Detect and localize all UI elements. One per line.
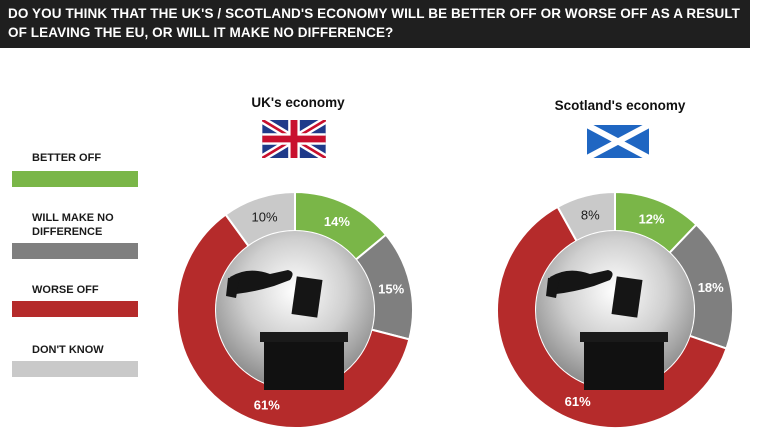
question-text: DO YOU THINK THAT THE UK'S / SCOTLAND'S … <box>8 6 741 40</box>
legend-swatch-better-off <box>12 171 138 187</box>
value-label-worse-off: 61% <box>565 394 591 409</box>
chart-title-uk: UK's economy <box>251 95 345 110</box>
legend-label-no-difference: WILL MAKE NO DIFFERENCE <box>32 212 114 238</box>
value-label-dont-know: 8% <box>581 208 600 223</box>
legend-label-better-off: BETTER OFF <box>32 152 102 164</box>
chart-title-scotland: Scotland's economy <box>554 98 686 113</box>
legend-swatch-dont-know <box>12 361 138 377</box>
uk-value-labels: 14% 15% 61% 10% <box>252 209 405 412</box>
ballot-box-icon <box>226 270 348 390</box>
union-jack-flag-icon <box>262 120 326 158</box>
scotland-value-labels: 12% 18% 61% 8% <box>565 208 724 410</box>
value-label-better-off: 12% <box>639 212 665 227</box>
value-label-no-difference: 15% <box>378 282 404 297</box>
value-label-worse-off: 61% <box>254 397 280 412</box>
uk-economy-donut-chart: 14% 15% 61% 10% <box>176 190 414 429</box>
scotland-economy-donut-chart: 12% 18% 61% 8% <box>496 190 734 429</box>
question-header: DO YOU THINK THAT THE UK'S / SCOTLAND'S … <box>0 0 750 48</box>
legend-label-dont-know: DON'T KNOW <box>32 344 104 356</box>
value-label-dont-know: 10% <box>252 209 278 224</box>
value-label-no-difference: 18% <box>698 280 724 295</box>
legend-label-worse-off: WORSE OFF <box>32 284 99 296</box>
legend-swatch-no-difference <box>12 243 138 259</box>
saltire-flag-icon <box>587 125 649 158</box>
scotland-slices <box>496 190 734 429</box>
legend-swatch-worse-off <box>12 301 138 317</box>
value-label-better-off: 14% <box>324 214 350 229</box>
ballot-box-icon <box>546 270 668 390</box>
